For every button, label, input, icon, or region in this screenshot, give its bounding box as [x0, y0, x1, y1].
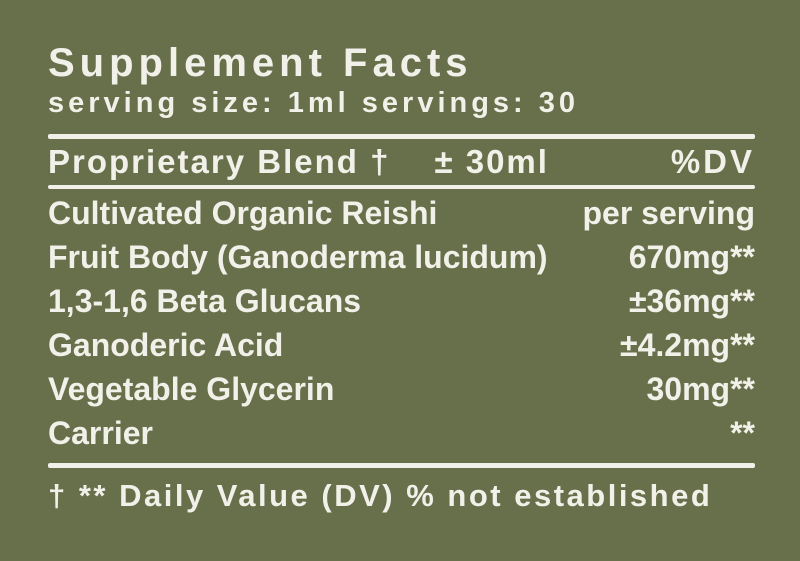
ingredient-amount: 30mg** — [646, 371, 756, 407]
blend-name: Proprietary Blend † — [48, 143, 391, 180]
table-row: Ganoderic Acid ±4.2mg** — [48, 323, 755, 367]
table-row: 1,3-1,6 Beta Glucans ±36mg** — [48, 279, 755, 323]
table-row: Fruit Body (Ganoderma lucidum) 670mg** — [48, 235, 755, 279]
ingredient-name: Vegetable Glycerin — [48, 371, 335, 407]
table-row: Carrier ** — [48, 411, 755, 455]
dv-footnote: † ** Daily Value (DV) % not established — [48, 478, 713, 513]
ingredient-name: Ganoderic Acid — [48, 327, 284, 363]
ingredient-amount: ±36mg** — [628, 283, 755, 319]
ingredient-name: Cultivated Organic Reishi — [48, 195, 438, 231]
ingredient-amount: ** — [730, 415, 755, 451]
table-row: Vegetable Glycerin 30mg** — [48, 367, 755, 411]
divider-top — [48, 134, 755, 139]
ingredient-amount: 670mg** — [628, 239, 755, 275]
ingredient-amount: per serving — [582, 195, 755, 231]
blend-amount: ± 30ml — [434, 143, 549, 180]
ingredient-amount: ±4.2mg** — [620, 327, 755, 363]
dv-column-header: %DV — [670, 143, 755, 180]
ingredient-name: 1,3-1,6 Beta Glucans — [48, 283, 362, 319]
ingredient-table: Cultivated Organic Reishi per serving Fr… — [48, 191, 755, 455]
label-title: Supplement Facts — [48, 41, 473, 85]
serving-info: serving size: 1ml servings: 30 — [48, 87, 580, 119]
divider-bottom — [48, 463, 755, 468]
ingredient-name: Carrier — [48, 415, 153, 451]
table-row: Cultivated Organic Reishi per serving — [48, 191, 755, 235]
blend-header-row: Proprietary Blend † ± 30ml %DV — [48, 139, 755, 185]
ingredient-name: Fruit Body (Ganoderma lucidum) — [48, 239, 548, 275]
divider-header — [48, 185, 755, 189]
